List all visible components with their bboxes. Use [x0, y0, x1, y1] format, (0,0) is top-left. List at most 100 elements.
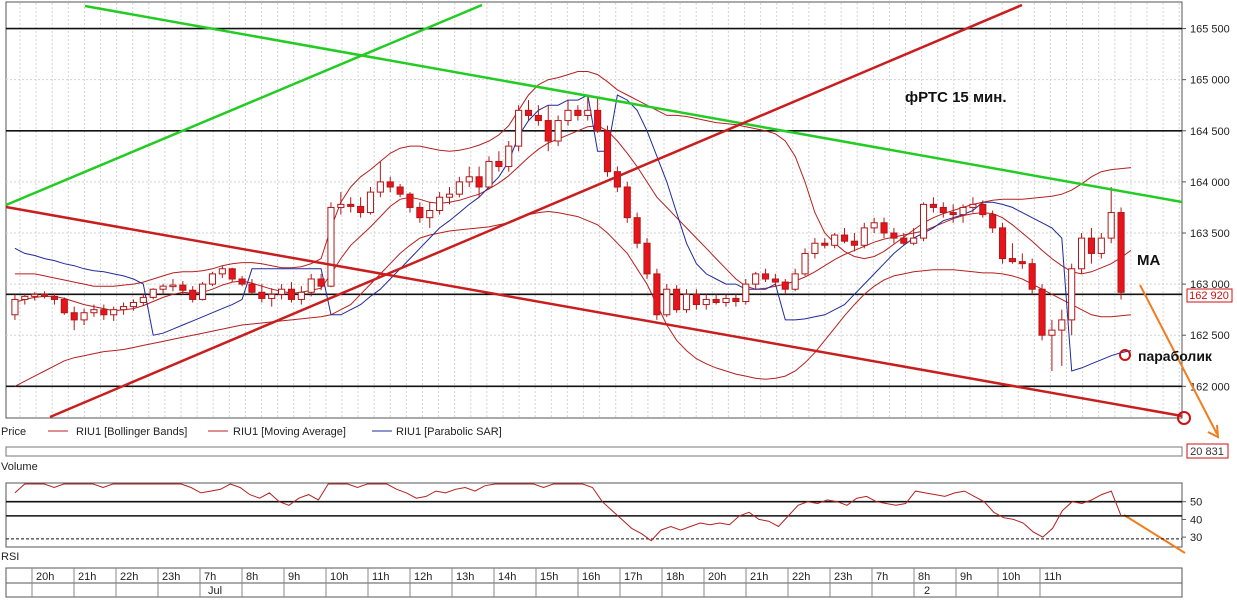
candle-body-bull [722, 297, 730, 304]
candle-body-bull [505, 145, 513, 168]
time-tick-label: 23h [162, 571, 180, 583]
time-tick-label: 7h [204, 571, 216, 583]
candle-body-bear [771, 278, 779, 283]
last-price-box [1186, 288, 1233, 303]
candle [742, 279, 750, 305]
candle-body-bear [821, 242, 829, 246]
candle-body-bull [682, 293, 691, 311]
candle [584, 95, 592, 121]
candle [129, 299, 138, 311]
candle-body-bear [850, 240, 858, 246]
orange-forecast-arrow [1139, 284, 1218, 435]
rsi-y-axis: 50 40 30 [1182, 497, 1202, 544]
candle-body-bear [1018, 261, 1026, 265]
candle-body-bull [1058, 319, 1066, 331]
candle-body-bull [455, 181, 463, 195]
price-tick-label: 162 500 [1190, 330, 1230, 342]
time-tick-label: 20h [36, 571, 54, 583]
candle-body-bull [199, 283, 207, 300]
candle [890, 227, 898, 244]
candle [515, 105, 523, 152]
candle-body-bear [258, 291, 266, 299]
candle [228, 267, 236, 283]
candle [771, 273, 779, 287]
candle-body-bull [208, 273, 217, 285]
candle [445, 187, 454, 205]
candle [110, 306, 118, 321]
candle-body-bull [445, 193, 454, 198]
candle [1068, 263, 1076, 336]
candle-body-bull [268, 293, 276, 299]
candle [594, 98, 602, 133]
candle-body-bear [100, 309, 108, 316]
candle [722, 294, 730, 307]
candle-body-bull [307, 278, 315, 293]
candle-body-bear [189, 289, 197, 300]
candle [544, 105, 552, 152]
candle [179, 281, 187, 295]
candle-body-bear [939, 206, 947, 214]
candle [238, 275, 246, 287]
candle [821, 238, 829, 249]
candle-body-bear [673, 288, 681, 311]
candle [149, 288, 157, 300]
time-tick-label: 21h [750, 571, 768, 583]
candle-body-bear [475, 176, 483, 188]
candle-body-bull [139, 296, 147, 304]
candle [524, 100, 533, 121]
chart-title: фРТС 15 мин. [905, 89, 1007, 106]
volume-pane[interactable] [5, 446, 1183, 457]
ma-annotation: MA [1137, 252, 1160, 269]
candle-body-bear [524, 109, 533, 116]
candle [120, 302, 128, 315]
candle-body-bear [317, 278, 325, 287]
time-tick-label: 10h [1002, 571, 1020, 583]
candle [396, 183, 404, 198]
candle [495, 151, 503, 172]
candle [287, 282, 296, 303]
candle-body-bear [248, 283, 256, 293]
price-pane [5, 1, 1183, 419]
candle [761, 268, 770, 283]
candle [199, 282, 207, 301]
candle-body-bear [347, 203, 355, 207]
time-tick-label: 16h [582, 571, 600, 583]
rsi-tick-label: 30 [1190, 532, 1202, 544]
candle [574, 105, 582, 121]
candle-body-bear [613, 171, 621, 188]
candle-body-bull [969, 203, 977, 208]
candle [850, 233, 858, 252]
candle [1117, 207, 1125, 300]
candle [376, 161, 384, 198]
candle [70, 306, 78, 331]
candle [307, 273, 315, 297]
candle [554, 115, 562, 147]
price-tick-label: 162 000 [1190, 381, 1230, 393]
time-tick-label: 22h [792, 571, 810, 583]
candle-body-bear [989, 214, 997, 229]
candle-body-bear [1087, 237, 1095, 254]
candle [919, 202, 928, 242]
candle-body-bull [801, 252, 809, 275]
candle-body-bear [643, 242, 651, 275]
price-tick-label: 163 500 [1190, 228, 1230, 240]
candle-body-bull [297, 291, 305, 300]
rsi-tick-label: 50 [1190, 497, 1202, 509]
candle-body-bear [386, 181, 394, 188]
candle [791, 268, 799, 292]
candle-body-bull [752, 273, 760, 285]
candle-body-bull [831, 234, 839, 246]
time-tick-label: 11h [372, 571, 390, 583]
date-ticks: Jul 2 [208, 585, 930, 597]
candle [455, 176, 463, 198]
volume-value-label: 20 831 [1190, 446, 1224, 458]
candle [692, 289, 700, 310]
candle-body-bear [228, 268, 236, 280]
price-tick-label: 165 000 [1190, 75, 1230, 87]
candle [327, 202, 335, 288]
candle-body-bear [416, 206, 424, 219]
price-tick-label: 163 000 [1190, 279, 1230, 291]
candle [317, 273, 325, 291]
candle-body-bear [534, 114, 542, 122]
candle-body-bear [495, 160, 503, 168]
